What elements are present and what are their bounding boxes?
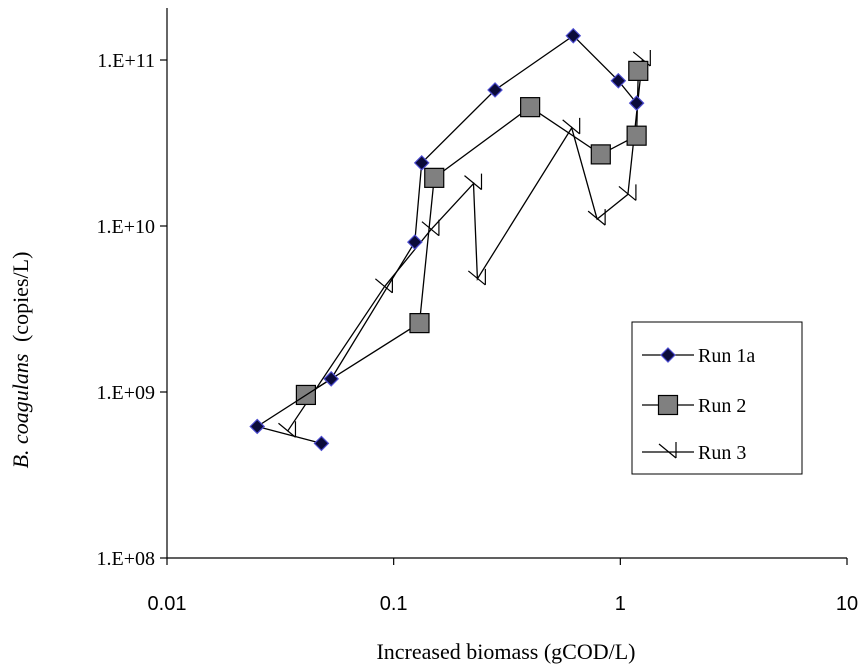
legend-label: Run 2	[698, 395, 746, 417]
series-layer	[249, 27, 651, 452]
data-point	[464, 173, 483, 191]
x-tick-label: 0.01	[148, 593, 187, 615]
series-arrow	[278, 50, 651, 438]
series-line	[255, 34, 638, 445]
legend-marker	[658, 442, 677, 459]
data-point	[249, 418, 266, 435]
data-point	[590, 144, 611, 165]
data-point	[467, 268, 486, 286]
y-tick-label: 1.E+10	[97, 216, 156, 238]
y-axis-label-unit: (copies/L)	[8, 252, 33, 342]
data-point	[323, 371, 340, 387]
series-line	[286, 59, 643, 432]
legend: Run 1a Run 2 Run 3	[631, 321, 803, 475]
data-point	[628, 60, 649, 81]
data-point	[587, 209, 606, 226]
data-point	[421, 219, 440, 237]
legend-marker	[660, 347, 676, 363]
y-axis-label: B. coagulans (copies/L)	[8, 252, 33, 469]
x-tick-label: 0.1	[380, 593, 408, 615]
data-point	[487, 82, 503, 98]
y-tick-label: 1.E+08	[97, 548, 156, 570]
y-tick-label: 1.E+11	[97, 50, 155, 72]
data-point	[409, 313, 430, 334]
y-axis-label-organism: B. coagulans	[8, 354, 33, 469]
x-axis-label: Increased biomass (gCOD/L)	[376, 639, 635, 664]
data-point	[406, 234, 423, 250]
legend-label: Run 3	[698, 442, 746, 464]
legend-marker	[657, 394, 679, 416]
data-point	[413, 155, 430, 171]
series-diamond	[249, 27, 645, 452]
data-point	[424, 167, 445, 188]
data-point	[626, 125, 647, 146]
data-point	[520, 97, 541, 118]
data-point	[562, 117, 581, 135]
series-line	[305, 70, 639, 396]
data-point	[628, 95, 645, 111]
data-point	[313, 435, 330, 452]
x-tick-label: 1	[615, 593, 626, 615]
data-point	[610, 72, 627, 89]
data-point	[278, 421, 297, 438]
y-tick-label: 1.E+09	[97, 382, 156, 404]
axes: 1.E+08 1.E+09 1.E+10 1.E+11 0.01 0.1 1 10	[97, 8, 858, 615]
data-point	[618, 184, 637, 201]
legend-label: Run 1a	[698, 345, 755, 367]
x-tick-label: 10	[836, 593, 858, 615]
data-point	[565, 27, 582, 44]
